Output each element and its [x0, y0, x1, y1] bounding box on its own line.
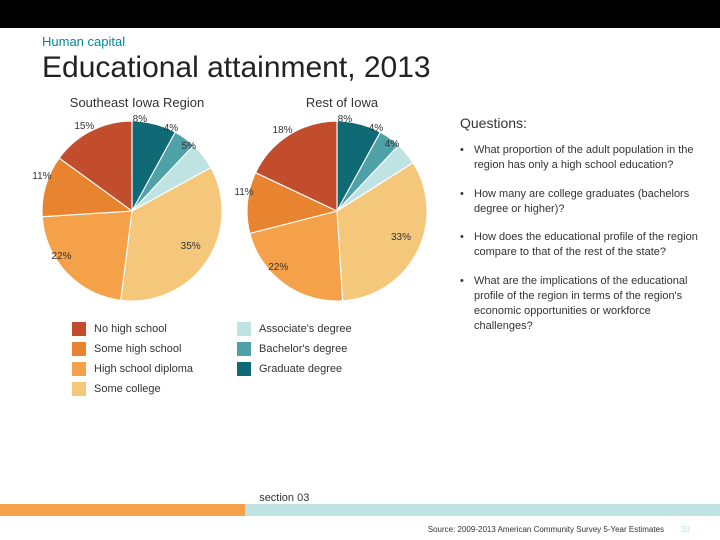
pie-label-high_school_diploma: 22%	[268, 262, 288, 273]
strip-teal	[245, 504, 720, 516]
pies-row: 8%4%5%35%22%11%15% 8%4%4%33%22%11%18%	[42, 121, 442, 306]
page-title: Educational attainment, 2013	[42, 51, 720, 85]
legend-item-some_high_school: Some high school	[72, 342, 237, 356]
legend-swatch	[72, 342, 86, 356]
section-strip	[0, 504, 720, 516]
legend-item-high_school_diploma: High school diploma	[72, 362, 237, 376]
pie-label-some_college: 35%	[181, 241, 201, 252]
legend-label: Associate's degree	[259, 323, 352, 335]
pie2-title: Rest of Iowa	[247, 95, 437, 111]
page-number: 33	[681, 525, 690, 534]
legend-swatch	[72, 322, 86, 336]
questions-heading: Questions:	[460, 115, 700, 131]
pie-label-associates: 5%	[182, 141, 196, 152]
legend-label: No high school	[94, 323, 167, 335]
legend-swatch	[237, 362, 251, 376]
pie1: 8%4%5%35%22%11%15%	[42, 121, 222, 301]
question-item-3: How does the educational profile of the …	[460, 230, 700, 260]
pie2: 8%4%4%33%22%11%18%	[247, 121, 427, 301]
legend-label: Some college	[94, 383, 161, 395]
questions-column: Questions: What proportion of the adult …	[442, 95, 700, 402]
legend-swatch	[237, 322, 251, 336]
section-label: section 03	[259, 492, 309, 504]
pie1-title: Southeast Iowa Region	[42, 95, 232, 111]
charts-column: Southeast Iowa Region Rest of Iowa 8% 4% 5…	[42, 95, 442, 402]
legend-item-some_college: Some college	[72, 382, 237, 396]
question-item-2: How many are college graduates (bachelor…	[460, 187, 700, 217]
pie-label-no_high_school: 15%	[74, 121, 94, 132]
pie-label-graduate: 8%	[338, 114, 352, 125]
legend-item-no_high_school: No high school	[72, 322, 237, 336]
legend-item-associates: Associate's degree	[237, 322, 402, 336]
pie-label-some_college: 33%	[391, 232, 411, 243]
legend-swatch	[237, 342, 251, 356]
legend-label: High school diploma	[94, 363, 193, 375]
top-black-bar	[0, 0, 720, 28]
legend-label: Some high school	[94, 343, 181, 355]
question-item-1: What proportion of the adult population …	[460, 143, 700, 173]
legend-item-bachelors: Bachelor's degree	[237, 342, 402, 356]
pie-label-some_high_school: 11%	[234, 187, 253, 198]
chart-titles-row: Southeast Iowa Region Rest of Iowa	[42, 95, 442, 111]
pie-label-graduate: 8%	[133, 114, 147, 125]
kicker-text: Human capital	[42, 34, 720, 49]
pie-label-high_school_diploma: 22%	[51, 251, 71, 262]
pie-label-bachelors: 4%	[164, 123, 178, 134]
legend-swatch	[72, 362, 86, 376]
content-area: Southeast Iowa Region Rest of Iowa 8% 4% 5…	[0, 95, 720, 402]
legend-item-graduate: Graduate degree	[237, 362, 402, 376]
pie-label-associates: 4%	[385, 139, 399, 150]
source-text: Source: 2009-2013 American Community Sur…	[428, 525, 664, 534]
legend-label: Graduate degree	[259, 363, 342, 375]
legend-label: Bachelor's degree	[259, 343, 347, 355]
pie-label-bachelors: 4%	[369, 123, 383, 134]
legend-swatch	[72, 382, 86, 396]
pie-label-some_high_school: 11%	[32, 171, 51, 182]
question-item-4: What are the implications of the educati…	[460, 274, 700, 333]
questions-list: What proportion of the adult population …	[460, 143, 700, 333]
pie-label-no_high_school: 18%	[273, 125, 293, 136]
strip-orange	[0, 504, 245, 516]
legend: No high school Some high school High schoo…	[72, 322, 442, 402]
